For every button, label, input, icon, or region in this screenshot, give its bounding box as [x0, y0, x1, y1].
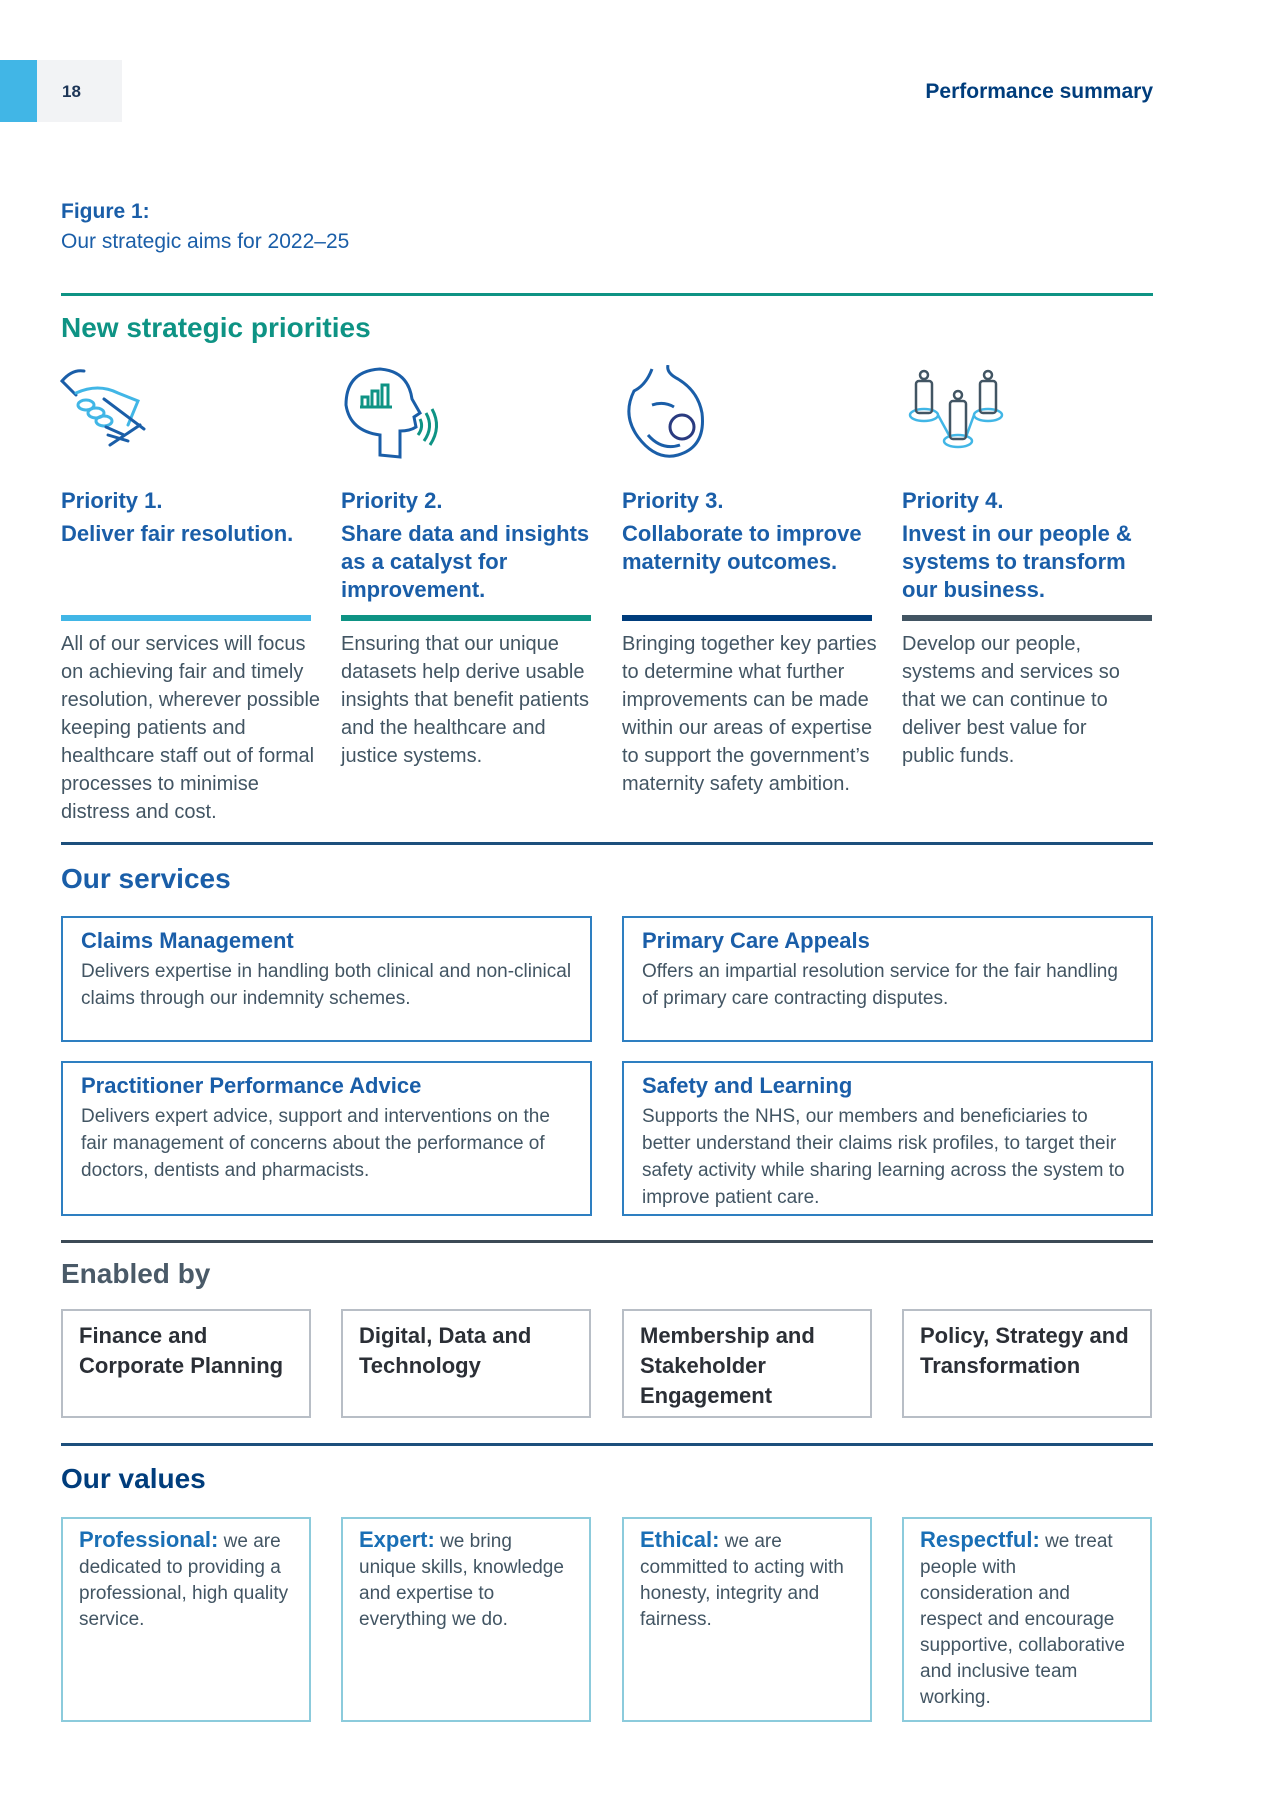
services-heading: Our services	[61, 863, 231, 894]
priority-body: All of our services will focus on achiev…	[61, 633, 321, 823]
values-heading: Our values	[61, 1463, 206, 1494]
priorities-heading: New strategic priorities	[61, 312, 371, 343]
value-name: Professional:	[79, 1527, 219, 1552]
people-network-icon	[908, 369, 1004, 449]
priority-title: Invest in our people & systems to transf…	[902, 521, 1132, 602]
priority-label: Priority 2.	[341, 488, 443, 513]
service-body: Delivers expertise in handling both clin…	[81, 961, 572, 1009]
handshake-icon	[59, 369, 146, 447]
value-name: Ethical:	[640, 1527, 720, 1552]
value-text: we bring unique skills, knowledge and ex…	[359, 1531, 564, 1630]
enablers-heading: Enabled by	[61, 1258, 211, 1289]
divider	[61, 842, 1153, 845]
value-card: Respectful: we treat people with conside…	[902, 1517, 1152, 1722]
priority-color-bar	[61, 615, 311, 621]
priority-color-bar	[341, 615, 591, 621]
service-card: Claims Management Delivers expertise in h…	[61, 916, 592, 1042]
value-text: we are dedicated to providing a professi…	[79, 1531, 289, 1630]
value-text: we treat people with consideration and r…	[920, 1531, 1125, 1708]
head-data-icon	[344, 367, 438, 459]
enabler-card: Membership and Stakeholder Engagement	[622, 1309, 872, 1418]
priority-label: Priority 1.	[61, 488, 163, 513]
section-title: Performance summary	[925, 80, 1153, 103]
divider	[61, 1240, 1153, 1243]
value-card: Professional: we are dedicated to provid…	[61, 1517, 311, 1722]
value-card: Ethical: we are committed to acting with…	[622, 1517, 872, 1722]
priority-label: Priority 3.	[622, 488, 724, 513]
priority-title: Share data and insights as a catalyst fo…	[341, 521, 590, 602]
divider	[61, 293, 1153, 296]
service-card: Practitioner Performance Advice Delivers …	[61, 1061, 592, 1216]
service-title: Claims Management	[81, 928, 294, 953]
divider	[61, 1443, 1153, 1446]
service-card: Primary Care Appeals Offers an impartial …	[622, 916, 1153, 1042]
enabler-card: Policy, Strategy and Transformation	[902, 1309, 1152, 1418]
figure-label: Figure 1:	[61, 200, 150, 223]
enabler-card: Digital, Data and Technology	[341, 1309, 591, 1418]
value-card: Expert: we bring unique skills, knowledg…	[341, 1517, 591, 1722]
enabler-card: Finance and Corporate Planning	[61, 1309, 311, 1418]
priority-label: Priority 4.	[902, 488, 1004, 513]
priority-color-bar	[622, 615, 872, 621]
value-name: Respectful:	[920, 1527, 1040, 1552]
page-number: 18	[62, 82, 81, 101]
page-number-box	[37, 60, 122, 122]
service-title: Practitioner Performance Advice	[81, 1073, 422, 1098]
service-body: Offers an impartial resolution service f…	[642, 961, 1118, 1009]
figure-subtitle: Our strategic aims for 2022–25	[61, 230, 350, 253]
maternity-icon	[627, 365, 704, 458]
value-text: we are committed to acting with honesty,…	[640, 1531, 844, 1630]
value-name: Expert:	[359, 1527, 435, 1552]
page-tab-accent	[0, 60, 37, 122]
service-body: Supports the NHS, our members and benefi…	[642, 1106, 1125, 1208]
priority-title: Deliver fair resolution.	[61, 521, 294, 546]
service-body: Delivers expert advice, support and inte…	[81, 1106, 550, 1181]
service-card: Safety and Learning Supports the NHS, our…	[622, 1061, 1153, 1216]
priority-color-bar	[902, 615, 1152, 621]
service-title: Safety and Learning	[642, 1073, 853, 1098]
service-title: Primary Care Appeals	[642, 928, 870, 953]
priority-body: Develop our people, systems and services…	[902, 633, 1120, 767]
priority-title: Collaborate to improve maternity outcome…	[622, 521, 862, 574]
priority-body: Ensuring that our unique datasets help d…	[341, 633, 589, 767]
priority-body: Bringing together key parties to determi…	[622, 633, 877, 795]
